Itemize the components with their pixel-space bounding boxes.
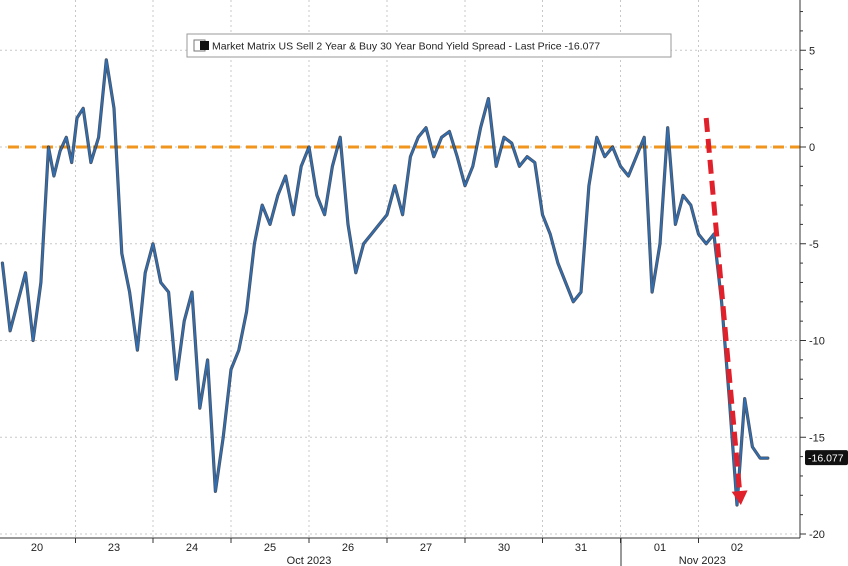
- last-price-marker: -16.077: [805, 450, 848, 466]
- annotation-layer: [703, 117, 748, 505]
- series-line: [1, 59, 769, 506]
- last-price-label: -16.077: [808, 453, 844, 465]
- series-layer: [0, 58, 770, 507]
- y-tick-label: -20: [809, 529, 825, 541]
- x-tick-label: 01: [654, 542, 666, 554]
- y-tick-label: 0: [809, 142, 815, 154]
- y-tick-label: -5: [809, 239, 819, 251]
- x-tick-label: 25: [264, 542, 276, 554]
- y-tick-label: -15: [809, 432, 825, 444]
- legend-box: [186, 33, 672, 58]
- y-tick-label: -10: [809, 336, 825, 348]
- x-tick-label: 20: [31, 542, 43, 554]
- x-tick-label: 31: [575, 542, 587, 554]
- x-month-label: Nov 2023: [679, 555, 726, 566]
- legend-text: Market Matrix US Sell 2 Year & Buy 30 Ye…: [212, 41, 600, 53]
- legend: Market Matrix US Sell 2 Year & Buy 30 Ye…: [186, 33, 672, 58]
- last-price-box: [805, 450, 848, 466]
- x-tick-label: 27: [420, 542, 432, 554]
- arrow-head: [731, 490, 748, 505]
- x-tick-label: 26: [342, 542, 354, 554]
- legend-swatch-icon: [200, 41, 209, 50]
- grid: [0, 0, 800, 538]
- x-tick-label: 02: [731, 542, 743, 554]
- x-tick-label: 30: [498, 542, 510, 554]
- x-tick-label: 23: [108, 542, 120, 554]
- axes: 5 0 -5 -10 -15 -20 20 23 24 25 26 27 30 31 01 02 Oct 202…: [0, 0, 825, 566]
- y-tick-label: 5: [809, 45, 815, 57]
- x-tick-label: 24: [186, 542, 198, 554]
- x-month-label: Oct 2023: [287, 555, 332, 566]
